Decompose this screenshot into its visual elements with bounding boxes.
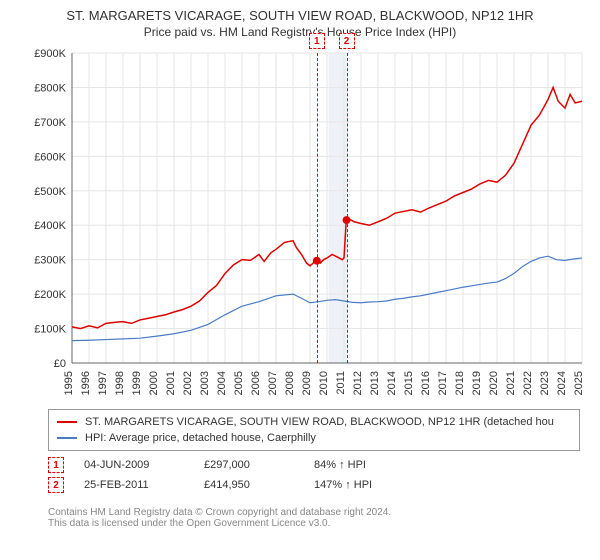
sale-price: £414,950 xyxy=(204,479,314,491)
sale-row: 1 04-JUN-2009 £297,000 84% ↑ HPI xyxy=(48,455,580,475)
sale-date: 04-JUN-2009 xyxy=(84,459,204,471)
svg-text:2016: 2016 xyxy=(420,371,432,395)
svg-text:£0: £0 xyxy=(54,358,66,370)
svg-text:2010: 2010 xyxy=(318,371,330,395)
svg-text:2020: 2020 xyxy=(488,371,500,395)
svg-text:2014: 2014 xyxy=(386,371,398,395)
legend-label-property: ST. MARGARETS VICARAGE, SOUTH VIEW ROAD,… xyxy=(85,416,554,428)
svg-text:2009: 2009 xyxy=(301,371,313,395)
svg-text:2021: 2021 xyxy=(505,371,517,395)
sale-marker-icon: 2 xyxy=(48,477,64,493)
svg-text:2007: 2007 xyxy=(267,371,279,395)
sale-vs-hpi: 147% ↑ HPI xyxy=(314,479,414,491)
svg-text:2003: 2003 xyxy=(199,371,211,395)
sale-marker-icon: 1 xyxy=(48,457,64,473)
svg-text:£300K: £300K xyxy=(34,255,66,267)
svg-text:2000: 2000 xyxy=(148,371,160,395)
footer-line2: This data is licensed under the Open Gov… xyxy=(48,518,580,529)
svg-text:£700K: £700K xyxy=(34,117,66,129)
legend-item-property: ST. MARGARETS VICARAGE, SOUTH VIEW ROAD,… xyxy=(57,414,571,430)
svg-text:2005: 2005 xyxy=(233,371,245,395)
svg-text:2018: 2018 xyxy=(454,371,466,395)
chart-container: ST. MARGARETS VICARAGE, SOUTH VIEW ROAD,… xyxy=(0,0,600,560)
legend-item-hpi: HPI: Average price, detached house, Caer… xyxy=(57,430,571,446)
svg-text:2017: 2017 xyxy=(437,371,449,395)
sale-vs-hpi: 84% ↑ HPI xyxy=(314,459,414,471)
svg-text:£900K: £900K xyxy=(34,48,66,60)
svg-text:1995: 1995 xyxy=(63,371,75,395)
line-chart-svg: £0 £100K £200K £300K £400K £500K £600K £700K £80… xyxy=(22,43,592,403)
svg-text:£500K: £500K xyxy=(34,186,66,198)
svg-text:2023: 2023 xyxy=(539,371,551,395)
svg-text:1998: 1998 xyxy=(114,371,126,395)
svg-text:2008: 2008 xyxy=(284,371,296,395)
legend-label-hpi: HPI: Average price, detached house, Caer… xyxy=(85,432,316,444)
svg-text:2006: 2006 xyxy=(250,371,262,395)
chart-title: ST. MARGARETS VICARAGE, SOUTH VIEW ROAD,… xyxy=(0,0,600,23)
svg-text:1997: 1997 xyxy=(97,371,109,395)
svg-text:£800K: £800K xyxy=(34,82,66,94)
svg-text:£600K: £600K xyxy=(34,151,66,163)
sale-price: £297,000 xyxy=(204,459,314,471)
svg-text:2015: 2015 xyxy=(403,371,415,395)
footer-text: Contains HM Land Registry data © Crown c… xyxy=(48,507,580,529)
svg-text:£400K: £400K xyxy=(34,220,66,232)
sale-row: 2 25-FEB-2011 £414,950 147% ↑ HPI xyxy=(48,475,580,495)
chart-marker-icon: 1 xyxy=(309,33,325,49)
svg-text:£200K: £200K xyxy=(34,289,66,301)
svg-text:1996: 1996 xyxy=(80,371,92,395)
svg-text:2011: 2011 xyxy=(335,371,347,395)
svg-text:2002: 2002 xyxy=(182,371,194,395)
legend-swatch-property xyxy=(57,421,77,423)
svg-text:2022: 2022 xyxy=(522,371,534,395)
svg-text:2025: 2025 xyxy=(573,371,585,395)
legend-swatch-hpi xyxy=(57,437,77,439)
sales-table: 1 04-JUN-2009 £297,000 84% ↑ HPI 2 25-FE… xyxy=(48,455,580,495)
svg-text:1999: 1999 xyxy=(131,371,143,395)
svg-text:2001: 2001 xyxy=(165,371,177,395)
legend: ST. MARGARETS VICARAGE, SOUTH VIEW ROAD,… xyxy=(48,409,580,451)
chart-marker-icon: 2 xyxy=(339,33,355,49)
svg-text:2024: 2024 xyxy=(556,371,568,395)
footer-line1: Contains HM Land Registry data © Crown c… xyxy=(48,507,580,518)
chart-area: £0 £100K £200K £300K £400K £500K £600K £700K £80… xyxy=(22,43,592,403)
svg-text:2004: 2004 xyxy=(216,371,228,395)
svg-text:£100K: £100K xyxy=(34,324,66,336)
svg-text:2012: 2012 xyxy=(352,371,364,395)
chart-subtitle: Price paid vs. HM Land Registry's House … xyxy=(0,23,600,43)
svg-text:2013: 2013 xyxy=(369,371,381,395)
sale-date: 25-FEB-2011 xyxy=(84,479,204,491)
svg-text:2019: 2019 xyxy=(471,371,483,395)
